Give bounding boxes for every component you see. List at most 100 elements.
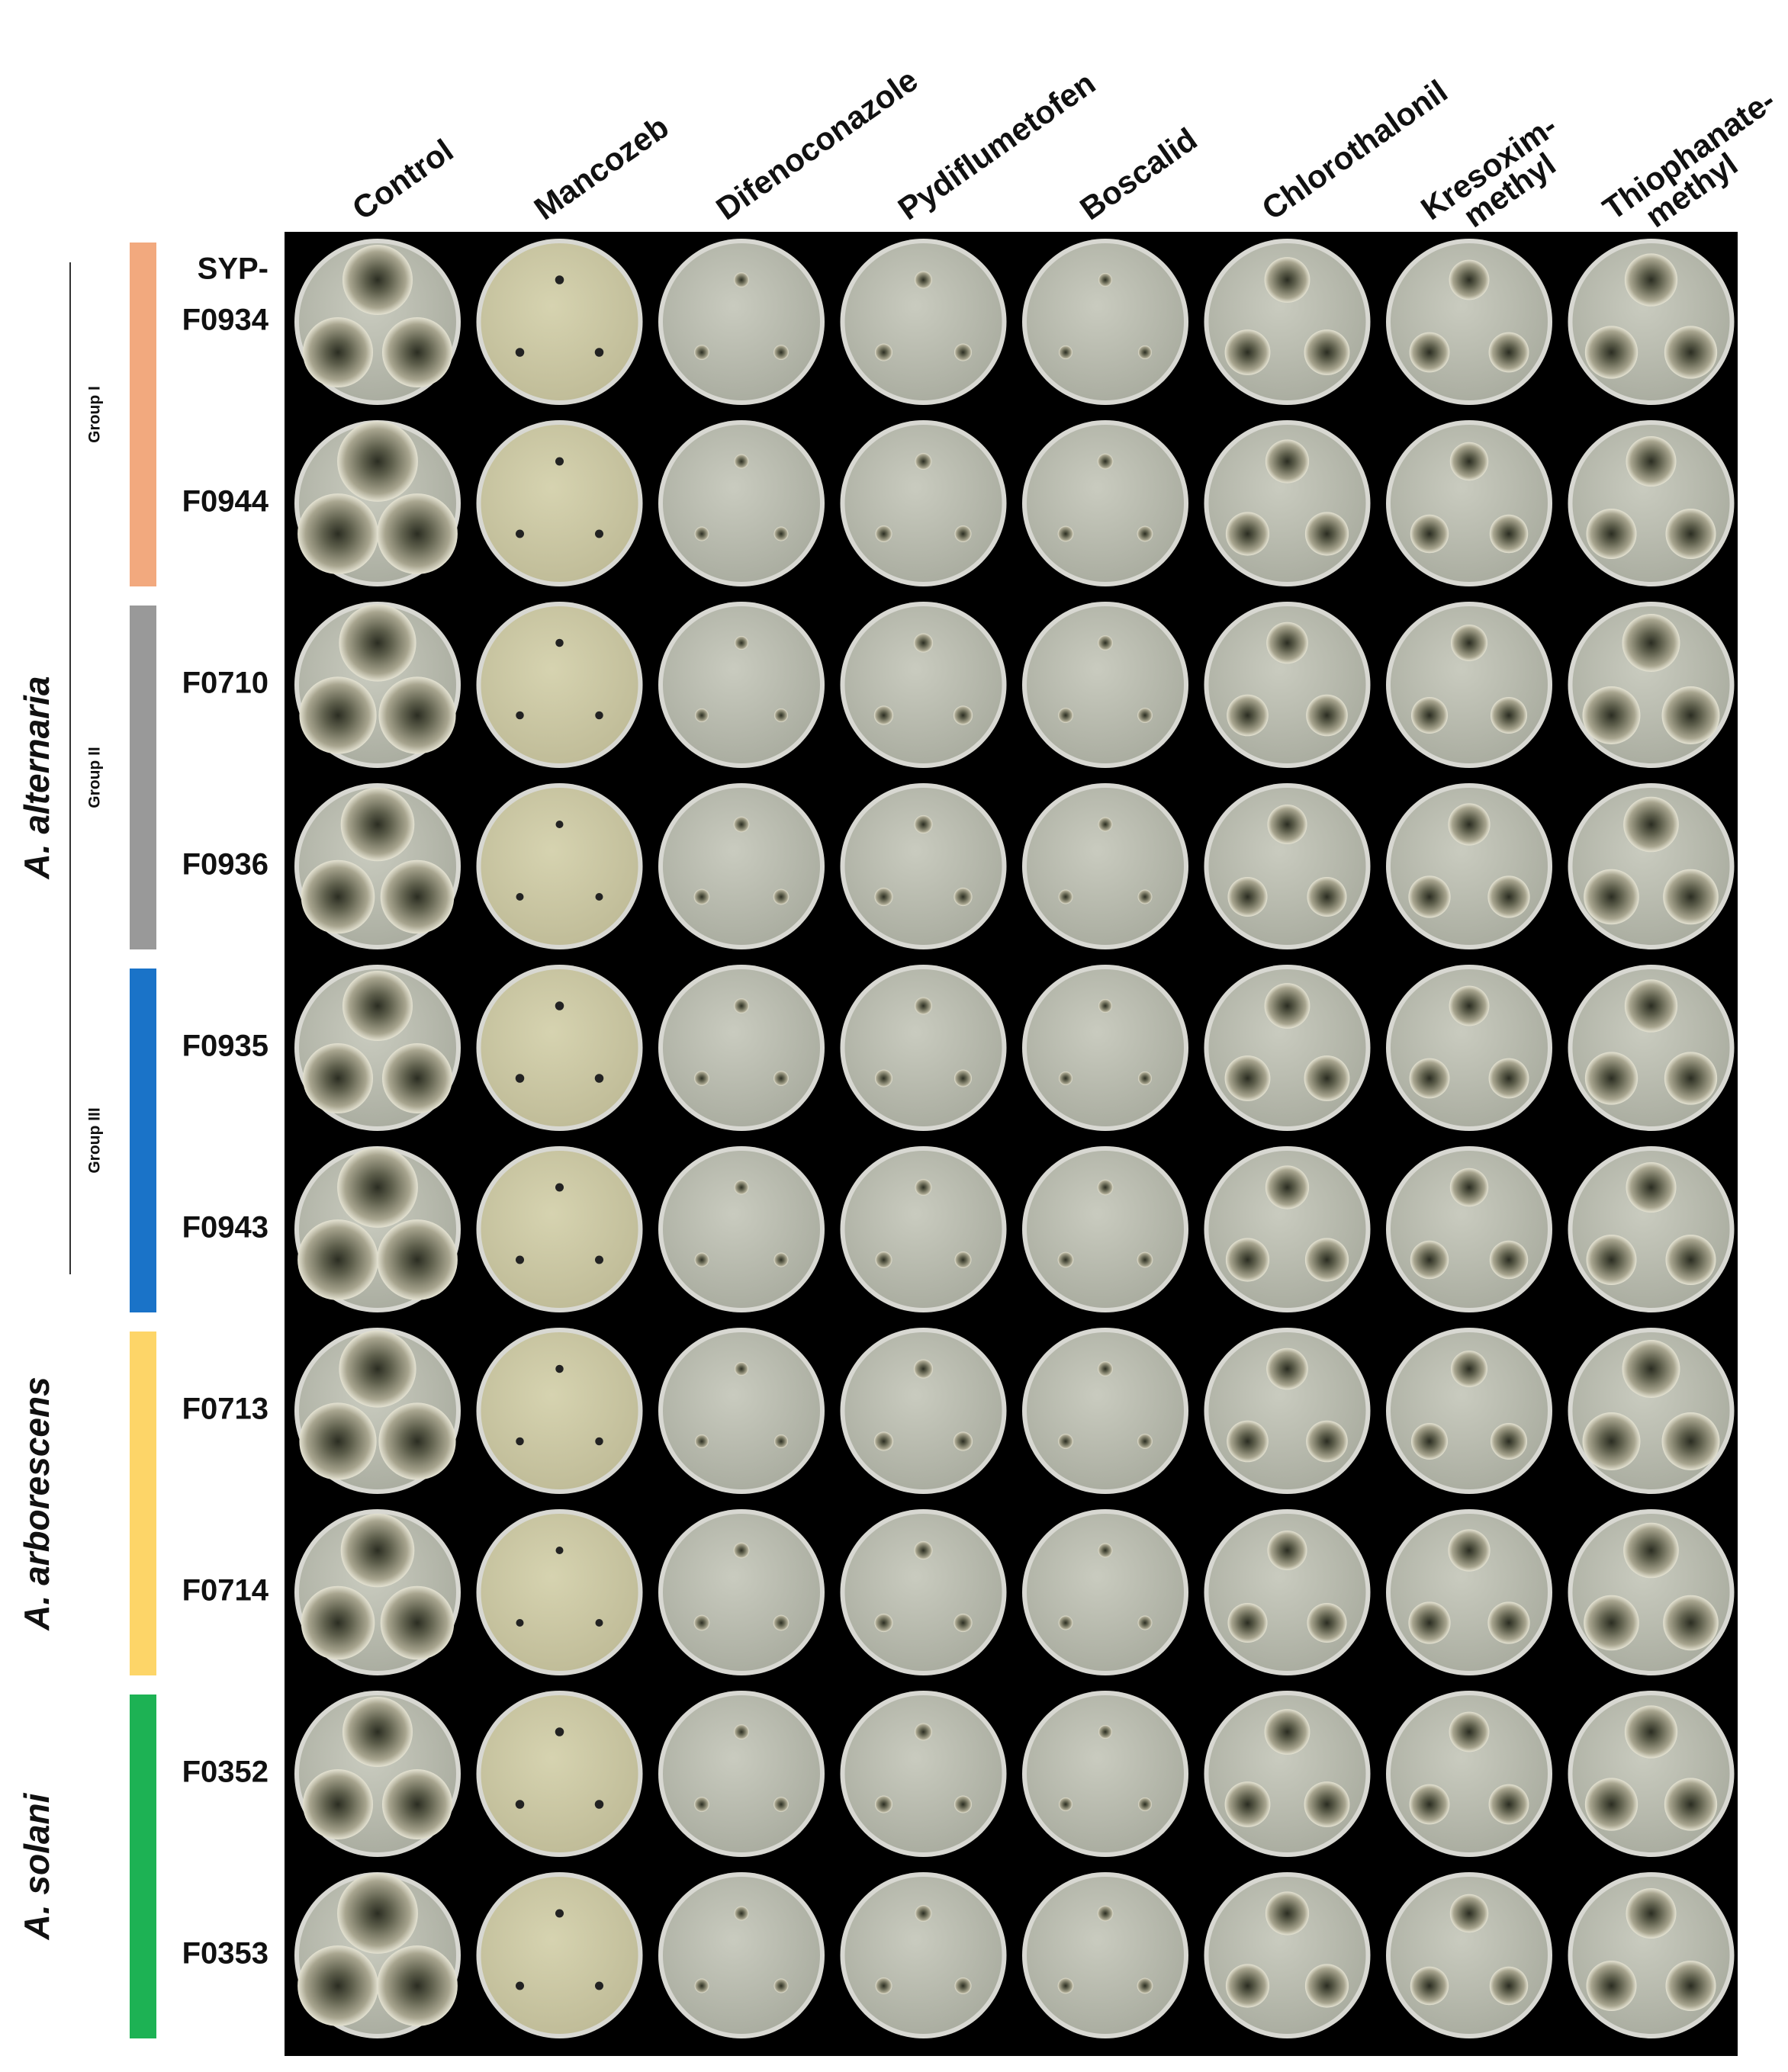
dish-agar <box>844 1877 1002 2034</box>
colony <box>773 1797 789 1812</box>
dish-agar <box>481 1695 638 1852</box>
species-name: A. arborescens <box>17 1377 56 1630</box>
colony <box>1622 1340 1680 1398</box>
colony <box>694 526 709 541</box>
row-label: F0935 <box>182 1030 269 1063</box>
colony <box>595 1619 603 1627</box>
colony <box>1304 1238 1349 1282</box>
petri-dish <box>294 1872 461 2038</box>
colony <box>340 1513 415 1588</box>
dish-agar <box>481 1514 638 1671</box>
colony <box>595 893 603 901</box>
colony <box>1584 1778 1638 1831</box>
colony <box>874 887 893 907</box>
petri-dish <box>1204 602 1371 768</box>
colony <box>516 893 524 901</box>
colony <box>954 1977 972 1994</box>
colony <box>555 275 564 284</box>
colony <box>1491 697 1527 734</box>
colony <box>1058 708 1073 723</box>
petri-dish <box>294 1146 461 1312</box>
colony <box>1489 1240 1529 1280</box>
colony <box>874 343 893 361</box>
column-header: Boscalid <box>1073 120 1203 226</box>
colony <box>595 1981 603 1990</box>
colony <box>594 348 604 357</box>
colony <box>694 1071 709 1086</box>
colony <box>1057 525 1074 542</box>
colony <box>1664 326 1718 379</box>
petri-dish <box>658 965 825 1131</box>
colony <box>1304 1781 1350 1827</box>
colony <box>1584 326 1638 379</box>
colony <box>1665 1961 1716 2011</box>
colony <box>1058 889 1073 904</box>
colony <box>1489 1966 1529 2006</box>
colony <box>515 1074 525 1083</box>
dish-agar <box>1027 1695 1184 1852</box>
colony <box>516 1619 524 1627</box>
colony <box>1488 1784 1529 1825</box>
colony <box>1059 345 1072 359</box>
colony <box>874 1069 893 1087</box>
colony <box>1098 1725 1112 1739</box>
petri-dish <box>1386 783 1552 949</box>
petri-dish <box>840 1872 1007 2038</box>
petri-dish <box>1386 602 1552 768</box>
colony <box>555 457 564 466</box>
colony <box>1584 869 1639 925</box>
colony <box>1224 329 1271 375</box>
colony <box>1408 875 1451 918</box>
dish-agar <box>481 606 638 763</box>
colony <box>1227 1603 1268 1643</box>
colony <box>1098 1361 1113 1377</box>
colony <box>1306 694 1348 737</box>
dish-agar <box>663 1332 820 1489</box>
row-label: F0353 <box>182 1937 269 1971</box>
colony <box>555 1547 564 1554</box>
group-bar <box>130 243 156 586</box>
colony <box>1487 1601 1530 1644</box>
colony <box>1227 694 1269 737</box>
colony <box>735 1362 748 1376</box>
petri-dish <box>1386 965 1552 1131</box>
petri-dish <box>840 602 1007 768</box>
petri-dish <box>1386 1509 1552 1675</box>
colony <box>953 1431 973 1451</box>
row-label: F0713 <box>182 1393 269 1426</box>
row-label: F0936 <box>182 848 269 882</box>
colony <box>377 493 458 574</box>
dish-agar <box>663 1151 820 1308</box>
petri-dish <box>1022 420 1188 586</box>
colony <box>1137 525 1153 542</box>
colony <box>1098 1543 1113 1558</box>
colony <box>694 1252 709 1267</box>
colony <box>953 705 973 725</box>
colony <box>1265 439 1310 483</box>
colony <box>595 529 603 538</box>
figure-content: Control Mancozeb DifenoconazolePydiflumeto… <box>17 62 1782 2038</box>
colony <box>1582 686 1641 744</box>
group-label: Group III <box>86 1107 104 1173</box>
petri-dish <box>1386 239 1552 405</box>
colony <box>1137 1615 1153 1630</box>
group-bar <box>130 606 156 949</box>
petri-dish <box>1022 1872 1188 2038</box>
colony <box>874 1795 893 1813</box>
colony <box>733 1542 750 1559</box>
petri-dish <box>294 239 461 405</box>
colony <box>1623 796 1679 853</box>
colony <box>1057 1977 1074 1994</box>
colony <box>1267 1531 1307 1570</box>
colony <box>693 888 710 905</box>
colony <box>337 1147 418 1228</box>
dish-agar <box>663 969 820 1126</box>
colony <box>1306 1420 1348 1463</box>
colony <box>914 997 933 1015</box>
colony <box>913 1359 934 1379</box>
colony <box>1098 273 1112 287</box>
petri-dish <box>1386 1146 1552 1312</box>
colony <box>1225 512 1270 556</box>
colony <box>773 526 789 541</box>
colony <box>1098 817 1113 832</box>
